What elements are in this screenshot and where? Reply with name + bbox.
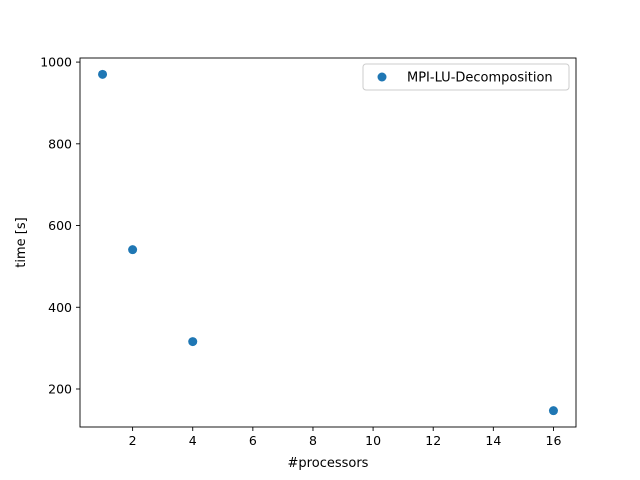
x-tick-label: 6 [249, 433, 257, 448]
y-axis-label: time [s] [14, 217, 29, 267]
plot-frame [79, 57, 577, 428]
x-axis-ticks: 2 4 6 8 10 12 14 16 [129, 427, 562, 448]
data-point [128, 245, 138, 255]
y-tick-label: 400 [48, 300, 72, 315]
x-tick-label: 10 [365, 433, 381, 448]
data-point [548, 406, 558, 416]
x-tick-label: 2 [129, 433, 137, 448]
x-axis-label: #processors [288, 456, 369, 471]
legend-marker [377, 72, 387, 82]
legend-frame [362, 63, 570, 91]
y-axis-ticks: 200 400 600 800 1000 [40, 55, 80, 396]
y-tick-label: 200 [48, 381, 72, 396]
y-tick-label: 600 [48, 218, 72, 233]
data-points [98, 69, 558, 416]
legend: MPI-LU-Decomposition [362, 63, 570, 91]
x-tick-label: 14 [485, 433, 501, 448]
x-tick-label: 8 [309, 433, 317, 448]
y-tick-label: 1000 [40, 55, 72, 70]
data-point [188, 337, 198, 347]
x-tick-label: 12 [425, 433, 441, 448]
x-tick-label: 16 [546, 433, 562, 448]
x-tick-label: 4 [189, 433, 197, 448]
plot-background [80, 58, 576, 427]
data-point [98, 69, 108, 79]
y-tick-label: 800 [48, 136, 72, 151]
legend-label: MPI-LU-Decomposition [407, 71, 553, 86]
